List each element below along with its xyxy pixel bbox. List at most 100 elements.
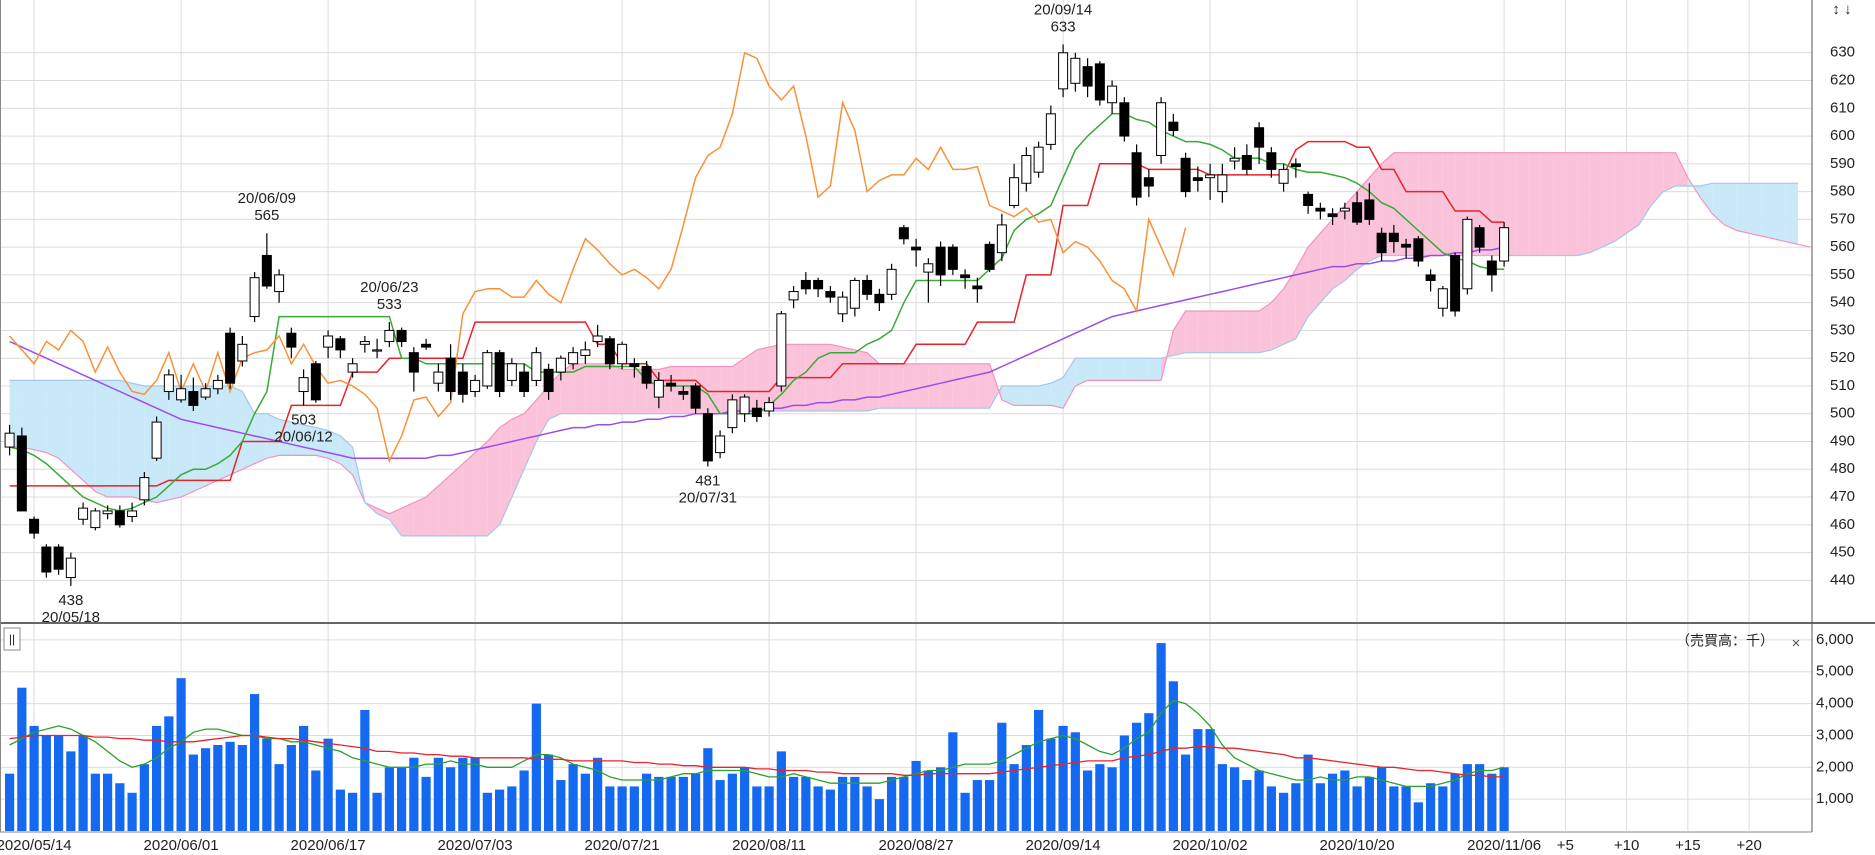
volume-bar <box>985 780 995 831</box>
close-panel-button[interactable]: × <box>1792 635 1801 652</box>
candle-body <box>1254 127 1265 148</box>
volume-bar <box>225 741 235 831</box>
volume-bar <box>335 789 345 831</box>
cloud-segment <box>1087 358 1100 381</box>
cloud-segment <box>524 399 537 470</box>
volume-bar <box>103 773 113 831</box>
volume-bar <box>470 757 480 831</box>
cloud-segment <box>193 385 206 492</box>
y-tick-label: 610 <box>1830 99 1855 116</box>
candle-body <box>90 510 101 529</box>
volume-tick-label: 4,000 <box>1816 695 1854 712</box>
volume-bar <box>1083 770 1093 831</box>
candle-body <box>482 352 493 387</box>
annotation-value: 503 <box>291 411 316 428</box>
candle-body <box>1278 168 1289 184</box>
cloud-segment <box>58 380 71 470</box>
cloud-segment <box>1295 247 1309 339</box>
volume-bar <box>666 776 676 831</box>
volume-bar <box>1450 773 1460 831</box>
volume-bar <box>936 767 946 831</box>
y-tick-label: 490 <box>1830 432 1855 449</box>
volume-bar <box>397 767 407 831</box>
cloud-segment <box>83 380 96 492</box>
candle-body <box>874 293 885 304</box>
volume-bar <box>1254 770 1264 831</box>
annotation-value: 633 <box>1051 18 1076 35</box>
volume-bar <box>1352 786 1362 831</box>
volume-bar <box>29 725 39 831</box>
candle-body <box>286 332 297 348</box>
volume-bar <box>139 764 149 831</box>
cloud-segment <box>965 363 978 409</box>
volume-bar <box>752 786 762 831</box>
volume-bar <box>1217 764 1227 831</box>
volume-bar <box>801 776 811 831</box>
volume-bar <box>1389 786 1399 831</box>
annotation-value: 438 <box>58 592 83 609</box>
cloud-segment <box>1050 377 1064 409</box>
cloud-segment <box>1075 358 1088 386</box>
candle-body <box>653 379 664 398</box>
volume-bar <box>446 767 456 831</box>
volume-bar <box>850 776 860 831</box>
cloud-segment <box>916 363 929 409</box>
candle-body <box>1009 177 1020 206</box>
cloud-segment <box>1124 358 1137 381</box>
cloud-segment <box>389 508 402 536</box>
volume-bar <box>531 703 541 831</box>
candle-body <box>543 368 554 393</box>
candle-body <box>261 254 272 287</box>
panel-handle-icon[interactable]: || <box>9 632 15 646</box>
cloud-segment <box>879 363 892 409</box>
volume-bar <box>372 792 382 831</box>
volume-bar <box>1144 713 1154 831</box>
y-tick-label: 510 <box>1830 377 1855 394</box>
candle-body <box>4 432 15 448</box>
volume-bar <box>862 786 872 831</box>
volume-bar <box>838 776 848 831</box>
candle-body <box>457 371 468 395</box>
volume-bar <box>54 735 64 831</box>
candle-body <box>1217 174 1228 193</box>
candle-body <box>1119 102 1130 137</box>
candle-body <box>139 477 150 501</box>
candle-body <box>923 263 934 273</box>
volume-average-line <box>9 734 1505 778</box>
cloud-segment <box>842 347 855 411</box>
volume-bar <box>703 748 713 831</box>
panel-handle[interactable] <box>3 627 21 651</box>
candle-body <box>53 546 64 570</box>
candle-body <box>445 357 456 393</box>
candle-body <box>65 557 76 579</box>
cloud-segment <box>1773 183 1786 242</box>
candle-body <box>1082 66 1093 87</box>
candle-body <box>947 246 958 270</box>
candle-body <box>1107 85 1118 104</box>
x-tick-label: 2020/07/21 <box>585 837 660 854</box>
cloud-segment <box>1283 269 1296 345</box>
y-tick-label: 600 <box>1830 127 1855 144</box>
cloud-segment <box>1736 183 1750 234</box>
candle-body <box>1352 202 1363 223</box>
cloud-segment <box>9 380 22 448</box>
y-tick-label: 500 <box>1830 405 1855 422</box>
candle-body <box>396 329 407 343</box>
candle-body <box>1045 113 1056 145</box>
volume-bar <box>41 735 51 831</box>
candle-body <box>813 279 824 290</box>
volume-bar <box>348 792 358 831</box>
cloud-segment <box>1540 152 1554 256</box>
cloud-segment <box>156 385 169 503</box>
volume-bar <box>1315 783 1325 831</box>
volume-bar <box>1413 802 1423 831</box>
cloud-segment <box>21 380 35 450</box>
scroll-icons[interactable]: ↕ ↓ <box>1832 1 1851 18</box>
x-tick-label: 2020/07/03 <box>438 837 513 854</box>
volume-bar <box>495 789 505 831</box>
candle-body <box>1290 163 1301 168</box>
candle-body <box>16 435 27 512</box>
cloud-segment <box>1785 183 1799 245</box>
candle-body <box>592 335 603 343</box>
